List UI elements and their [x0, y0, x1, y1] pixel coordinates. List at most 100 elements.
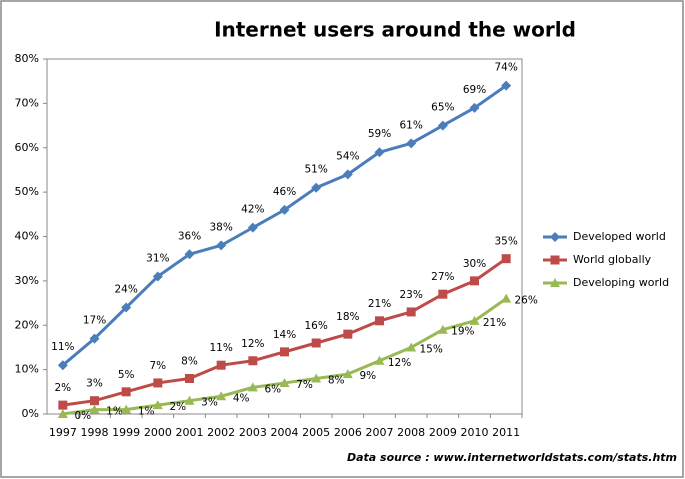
marker [343, 329, 353, 339]
marker [406, 342, 417, 352]
x-tick-label: 2006 [334, 426, 362, 439]
data-label: 11% [209, 342, 232, 354]
x-tick-label: 2009 [429, 426, 457, 439]
data-label: 16% [304, 320, 327, 332]
marker [90, 396, 99, 406]
marker [57, 360, 68, 371]
x-tick-label: 2005 [302, 426, 330, 439]
data-label: 2% [169, 401, 186, 413]
data-label: 19% [451, 326, 474, 338]
data-label: 23% [399, 289, 422, 301]
marker [469, 102, 480, 113]
y-tick-label: 70% [15, 96, 39, 109]
marker [438, 289, 448, 299]
marker [153, 378, 163, 388]
data-label: 14% [273, 329, 296, 341]
x-tick-label: 1997 [49, 426, 77, 439]
marker [550, 278, 560, 287]
data-label: 59% [368, 128, 391, 140]
y-tick-label: 30% [15, 274, 39, 287]
marker [216, 360, 226, 370]
data-label: 46% [273, 186, 296, 198]
data-label: 30% [463, 258, 486, 270]
data-label: 21% [368, 298, 391, 310]
marker [374, 355, 385, 365]
marker [248, 356, 258, 366]
x-tick-label: 2001 [176, 426, 204, 439]
marker [406, 307, 416, 317]
marker [437, 324, 448, 334]
data-label: 61% [399, 119, 422, 131]
marker [469, 315, 480, 325]
marker [121, 387, 131, 397]
data-label: 7% [149, 360, 166, 372]
marker [311, 338, 321, 348]
y-tick-label: 60% [15, 141, 39, 154]
data-label: 9% [359, 370, 376, 382]
y-tick-label: 80% [15, 52, 39, 65]
marker [550, 232, 560, 242]
marker [550, 255, 560, 265]
x-tick-label: 2011 [492, 426, 520, 439]
marker [152, 271, 163, 282]
marker [374, 147, 385, 158]
marker [247, 382, 258, 392]
legend-label: Developing world [573, 276, 669, 289]
y-tick-label: 20% [15, 318, 39, 331]
x-tick-label: 2000 [144, 426, 172, 439]
data-label: 8% [181, 356, 198, 368]
data-label: 5% [118, 369, 135, 381]
data-label: 17% [83, 315, 106, 327]
data-label: 26% [514, 295, 537, 307]
data-label: 54% [336, 150, 359, 162]
data-label: 21% [483, 317, 506, 329]
data-label: 42% [241, 204, 264, 216]
y-tick-label: 10% [15, 363, 39, 376]
data-label: 0% [74, 410, 91, 422]
marker [247, 222, 258, 233]
marker [279, 204, 290, 215]
x-tick-label: 2003 [239, 426, 267, 439]
data-label: 2% [54, 382, 71, 394]
y-tick-label: 0% [22, 407, 39, 420]
data-label: 69% [463, 84, 486, 96]
data-label: 12% [388, 357, 411, 369]
marker [57, 409, 68, 418]
marker [375, 316, 384, 326]
data-label: 11% [51, 341, 74, 353]
data-label: 36% [178, 230, 201, 242]
marker [280, 347, 289, 357]
marker [121, 302, 132, 313]
data-label: 24% [114, 284, 137, 296]
marker [58, 400, 68, 410]
x-tick-label: 2010 [461, 426, 489, 439]
legend-label: Developed world [573, 230, 666, 243]
data-label: 3% [86, 378, 103, 390]
marker [311, 373, 322, 383]
source-note: Data source : www.internetworldstats.com… [347, 451, 677, 464]
marker [501, 254, 511, 264]
marker [311, 182, 322, 193]
marker [89, 404, 100, 414]
data-label: 74% [494, 62, 517, 74]
marker [184, 249, 195, 260]
marker [121, 404, 132, 414]
data-label: 1% [138, 406, 155, 418]
data-label: 12% [241, 338, 264, 350]
marker [279, 377, 290, 387]
data-label: 15% [419, 343, 442, 355]
data-label: 7% [296, 379, 313, 391]
marker [152, 400, 163, 410]
data-label: 3% [201, 397, 218, 409]
x-tick-label: 1998 [81, 426, 109, 439]
x-tick-label: 2002 [207, 426, 235, 439]
marker [89, 333, 100, 344]
marker [470, 276, 479, 286]
data-label: 51% [304, 164, 327, 176]
marker [406, 138, 417, 149]
marker [342, 169, 353, 180]
x-tick-label: 2004 [271, 426, 299, 439]
data-label: 4% [233, 392, 250, 404]
data-label: 1% [106, 406, 123, 418]
